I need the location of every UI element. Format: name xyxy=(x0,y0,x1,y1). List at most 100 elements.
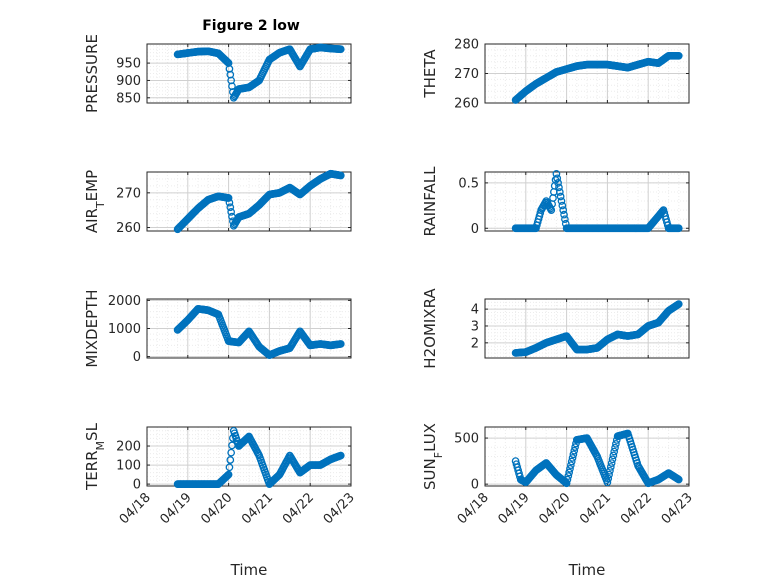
label-subscript: M xyxy=(94,441,107,451)
data-point xyxy=(225,463,234,472)
data-point xyxy=(552,169,561,178)
data-point xyxy=(560,210,568,219)
data-point xyxy=(226,203,235,212)
axes-frame xyxy=(146,43,352,104)
data-point xyxy=(608,455,617,464)
data-point xyxy=(674,300,683,308)
data-point xyxy=(564,472,573,480)
data-point xyxy=(610,447,619,456)
subplot-2: 260 270 280 THETA xyxy=(421,38,690,112)
data-point xyxy=(606,466,614,475)
y-axis-label: RAINFALL xyxy=(421,166,439,237)
y-axis-label: AIRTEMP xyxy=(83,170,107,233)
data-point xyxy=(569,450,578,459)
y-axis-label: SUNFLUX xyxy=(421,423,445,490)
data-point xyxy=(227,208,235,216)
y-axis-label: PRESSURE xyxy=(83,34,101,113)
axes-frame xyxy=(146,426,352,487)
data-point xyxy=(611,443,619,452)
data-point xyxy=(571,443,579,451)
data-point xyxy=(557,197,566,205)
data-point xyxy=(603,478,612,487)
data-point xyxy=(607,459,616,467)
y-tick-label: 260 xyxy=(454,97,479,112)
data-point xyxy=(553,174,562,183)
y-tick-label: 200 xyxy=(116,440,141,455)
label-part: SL xyxy=(83,422,101,441)
data-point xyxy=(336,45,345,54)
data-point xyxy=(225,198,234,207)
data-point xyxy=(555,188,564,196)
data-point xyxy=(567,457,576,466)
data-point xyxy=(224,194,233,202)
y-tick-label: 100 xyxy=(116,459,141,474)
y-tick-label: 260 xyxy=(116,221,141,236)
data-point xyxy=(561,215,569,224)
y-tick-label: 2000 xyxy=(108,294,141,309)
data-point xyxy=(612,440,620,448)
label-subscript: F xyxy=(432,452,445,458)
data-point xyxy=(556,192,565,201)
y-tick-label: 2 xyxy=(471,336,479,351)
y-tick-label: 900 xyxy=(116,74,141,89)
data-point xyxy=(674,51,683,60)
label-part: SUN xyxy=(421,458,439,490)
label-subscript: T xyxy=(94,201,107,209)
label-part: TERR xyxy=(83,450,101,491)
y-tick-label: 270 xyxy=(116,186,141,201)
data-point xyxy=(606,463,615,471)
data-point xyxy=(604,474,613,483)
label-part: LUX xyxy=(421,423,439,452)
data-point xyxy=(566,461,575,470)
data-point xyxy=(674,475,683,484)
data-point xyxy=(336,171,345,180)
y-tick-label: 3 xyxy=(471,319,479,334)
x-axis-label: Time xyxy=(568,561,606,579)
y-tick-label: 0 xyxy=(133,478,141,493)
subplot-4: 0 0.5 RAINFALL xyxy=(421,166,690,237)
axes-frame xyxy=(146,171,352,232)
axes-frame xyxy=(484,298,690,359)
data-point xyxy=(565,468,574,477)
y-tick-label: 1000 xyxy=(108,322,141,337)
data-point xyxy=(558,201,567,210)
axes-frame xyxy=(484,426,690,487)
data-point xyxy=(563,475,572,484)
subplot-6: 2 34 H2OMIXRA xyxy=(421,288,690,369)
data-point xyxy=(570,446,579,455)
data-point xyxy=(554,179,562,187)
data-point xyxy=(336,340,345,348)
y-tick-label: 0 xyxy=(471,478,479,493)
data-point xyxy=(566,464,574,473)
y-tick-label: 270 xyxy=(454,67,479,82)
data-point xyxy=(223,471,232,480)
data-point xyxy=(223,57,231,66)
y-tick-label: 0 xyxy=(133,350,141,365)
data-point xyxy=(227,448,235,457)
label-part: EMP xyxy=(83,170,101,201)
data-point xyxy=(568,454,577,462)
subplot-3: 260 270 AIRTEMP xyxy=(83,170,352,236)
y-tick-label: 4 xyxy=(471,303,479,318)
x-axis-label: Time xyxy=(230,561,268,579)
data-point xyxy=(605,470,613,479)
y-tick-label: 0.5 xyxy=(458,176,479,191)
subplot-1: 850 900 950 PRESSURE xyxy=(83,34,352,113)
data-point xyxy=(609,451,618,460)
data-point xyxy=(562,479,571,488)
y-axis-label: H2OMIXRA xyxy=(421,288,439,369)
data-point xyxy=(336,451,345,460)
data-point xyxy=(555,183,563,192)
y-tick-label: 950 xyxy=(116,57,141,72)
data-point xyxy=(224,470,233,479)
data-point xyxy=(223,472,231,481)
y-tick-label: 500 xyxy=(454,432,479,447)
y-tick-label: 0 xyxy=(471,222,479,237)
figure-title: Figure 2 low xyxy=(202,18,300,34)
data-point xyxy=(559,206,568,214)
y-tick-label: 850 xyxy=(116,91,141,106)
y-axis-label: TERRMSL xyxy=(83,422,107,491)
subplot-5: 0 1000 2000 MIXDEPTH xyxy=(83,289,352,368)
y-axis-label: MIXDEPTH xyxy=(83,289,101,367)
